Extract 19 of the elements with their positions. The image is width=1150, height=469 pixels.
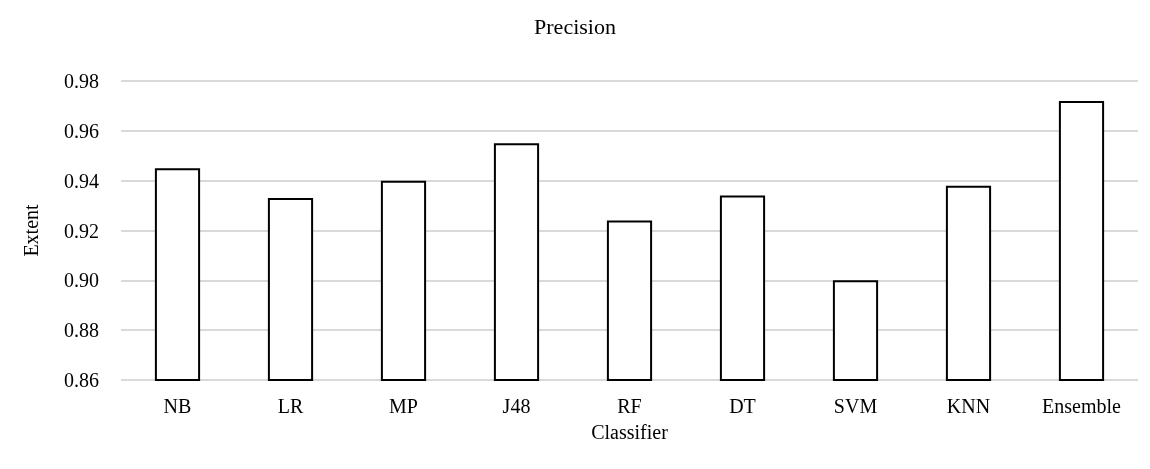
y-tick-label: 0.86 <box>64 369 99 391</box>
y-tick-label: 0.94 <box>64 169 99 192</box>
x-tick-label: DT <box>729 395 756 417</box>
x-axis-title: Classifier <box>591 421 669 443</box>
y-axis-title: Extent <box>20 203 42 257</box>
x-tick-label: SVM <box>833 395 878 417</box>
x-tick-label: MP <box>389 395 418 417</box>
y-tick-label: 0.88 <box>64 319 99 342</box>
x-tick-label: LR <box>277 395 304 417</box>
x-tick-label: RF <box>617 395 642 417</box>
y-tick-label: 0.90 <box>64 269 99 292</box>
chart-title: Precision <box>534 13 616 39</box>
x-tick-label: J48 <box>502 395 531 417</box>
y-tick-label: 0.92 <box>64 219 99 242</box>
x-tick-label: KNN <box>946 395 991 417</box>
y-tick-label: 0.98 <box>64 70 99 92</box>
x-tick-label: Ensemble <box>1042 395 1122 417</box>
y-tick-label: 0.96 <box>64 119 99 142</box>
x-tick-label: NB <box>163 395 192 417</box>
